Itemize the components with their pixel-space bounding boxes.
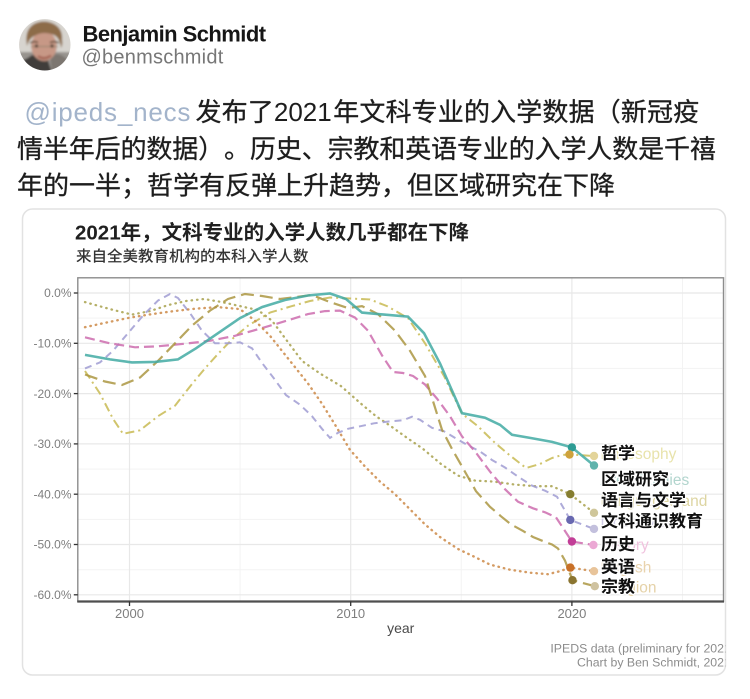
svg-text:year: year	[387, 620, 415, 636]
svg-text:2021: 2021	[274, 97, 332, 127]
svg-text:-20.0%: -20.0%	[33, 387, 71, 401]
svg-text:2021: 2021	[75, 222, 121, 245]
svg-text:2000: 2000	[115, 606, 144, 621]
svg-text:Chart by Ben Schmidt, 2021: Chart by Ben Schmidt, 2021	[577, 656, 731, 670]
svg-text:2020: 2020	[557, 606, 586, 621]
svg-text:-40.0%: -40.0%	[33, 487, 71, 501]
svg-text:-60.0%: -60.0%	[33, 588, 71, 602]
svg-text:IPEDS data (preliminary for 20: IPEDS data (preliminary for 2021)	[550, 642, 735, 656]
svg-text:2010: 2010	[336, 606, 365, 621]
svg-text:-50.0%: -50.0%	[33, 538, 71, 552]
svg-text:@benmschmidt: @benmschmidt	[82, 47, 224, 69]
svg-text:Benjamin Schmidt: Benjamin Schmidt	[83, 22, 267, 47]
svg-text:@ipeds_necs: @ipeds_necs	[25, 97, 192, 127]
svg-text:-10.0%: -10.0%	[33, 337, 71, 351]
svg-text:-30.0%: -30.0%	[33, 437, 71, 451]
svg-text:0.0%: 0.0%	[44, 286, 72, 300]
